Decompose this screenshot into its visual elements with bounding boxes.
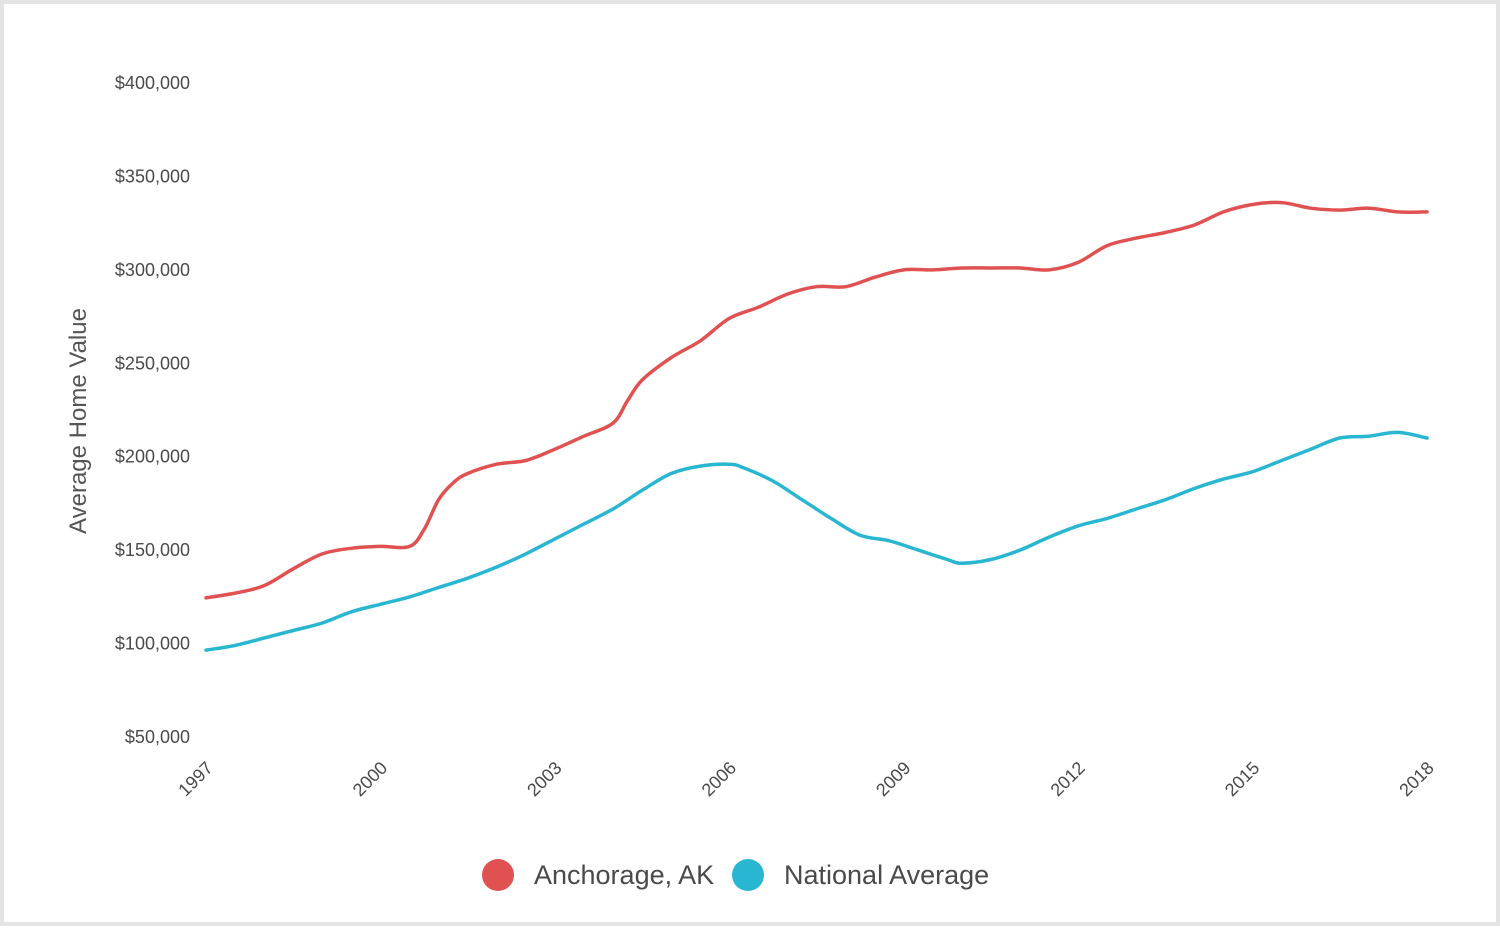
y-tick-label: $350,000 (115, 166, 190, 186)
y-tick-label: $400,000 (115, 73, 190, 93)
y-tick-label: $100,000 (115, 634, 190, 654)
x-tick-label: 2006 (698, 758, 740, 800)
x-tick-label: 2018 (1395, 758, 1437, 800)
y-tick-label: $150,000 (115, 540, 190, 560)
series-line-national-average (204, 430, 1429, 652)
x-tick-label: 2009 (872, 758, 914, 800)
legend-swatch (732, 859, 764, 891)
y-tick-label: $200,000 (115, 447, 190, 467)
legend-label: Anchorage, AK (534, 860, 714, 890)
legend-label: National Average (784, 860, 989, 890)
series-lines (204, 200, 1429, 652)
x-axis-ticks: 1997 2000 2003 2006 2009 2012 2015 2018 (174, 758, 1437, 800)
y-tick-label: $250,000 (115, 353, 190, 373)
series-line-anchorage (204, 200, 1429, 600)
x-tick-label: 2012 (1047, 758, 1089, 800)
line-chart: $400,000 $350,000 $300,000 $250,000 $200,000… (65, 73, 1438, 891)
x-tick-label: 2003 (523, 758, 565, 800)
x-tick-label: 1997 (174, 758, 216, 800)
legend: Anchorage, AK National Average (482, 859, 989, 891)
y-axis-label: Average Home Value (65, 308, 92, 534)
y-axis-ticks: $400,000 $350,000 $300,000 $250,000 $200,000… (115, 73, 190, 747)
x-tick-label: 2015 (1221, 758, 1263, 800)
legend-swatch (482, 859, 514, 891)
x-tick-label: 2000 (349, 758, 391, 800)
y-tick-label: $300,000 (115, 260, 190, 280)
y-tick-label: $50,000 (125, 727, 190, 747)
